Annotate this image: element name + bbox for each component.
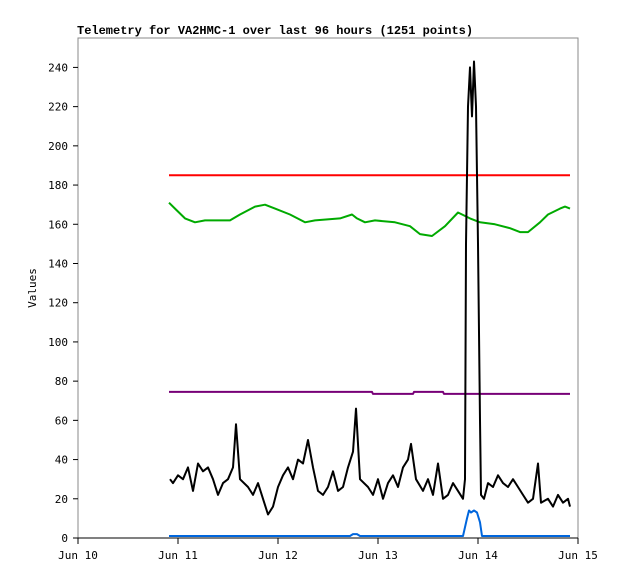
y-tick-label: 120	[48, 297, 68, 310]
y-tick-label: 100	[48, 336, 68, 349]
y-tick-label: 140	[48, 257, 68, 270]
series-line-green	[169, 203, 570, 236]
x-tick-label: Jun 12	[258, 549, 298, 562]
chart-title: Telemetry for VA2HMC-1 over last 96 hour…	[77, 24, 473, 38]
x-tick-label: Jun 15	[558, 549, 598, 562]
series-blue	[169, 511, 570, 537]
x-tick-label: Jun 10	[58, 549, 98, 562]
series-green	[169, 203, 570, 236]
y-tick-label: 60	[55, 414, 68, 427]
y-tick-label: 240	[48, 61, 68, 74]
series-purple	[169, 392, 570, 394]
series-black	[170, 62, 570, 515]
series-layer	[169, 62, 570, 537]
y-axis-label: Values	[26, 268, 39, 308]
y-ticks: 0 20 40 60 80 100 120 140 160 180 200 220 240	[48, 61, 78, 545]
x-tick-label: Jun 13	[358, 549, 398, 562]
x-tick-label: Jun 11	[158, 549, 198, 562]
series-line-black	[170, 62, 570, 515]
x-ticks: Jun 10 Jun 11 Jun 12 Jun 13 Jun 14 Jun 15	[58, 538, 598, 562]
y-tick-label: 160	[48, 218, 68, 231]
y-tick-label: 200	[48, 140, 68, 153]
y-tick-label: 0	[61, 532, 68, 545]
plot-frame	[78, 38, 578, 538]
y-tick-label: 220	[48, 101, 68, 114]
series-line-blue	[169, 511, 570, 537]
y-tick-label: 80	[55, 375, 68, 388]
x-tick-label: Jun 14	[458, 549, 498, 562]
y-tick-label: 40	[55, 454, 68, 467]
y-tick-label: 20	[55, 493, 68, 506]
series-line-purple	[169, 392, 570, 394]
y-tick-label: 180	[48, 179, 68, 192]
